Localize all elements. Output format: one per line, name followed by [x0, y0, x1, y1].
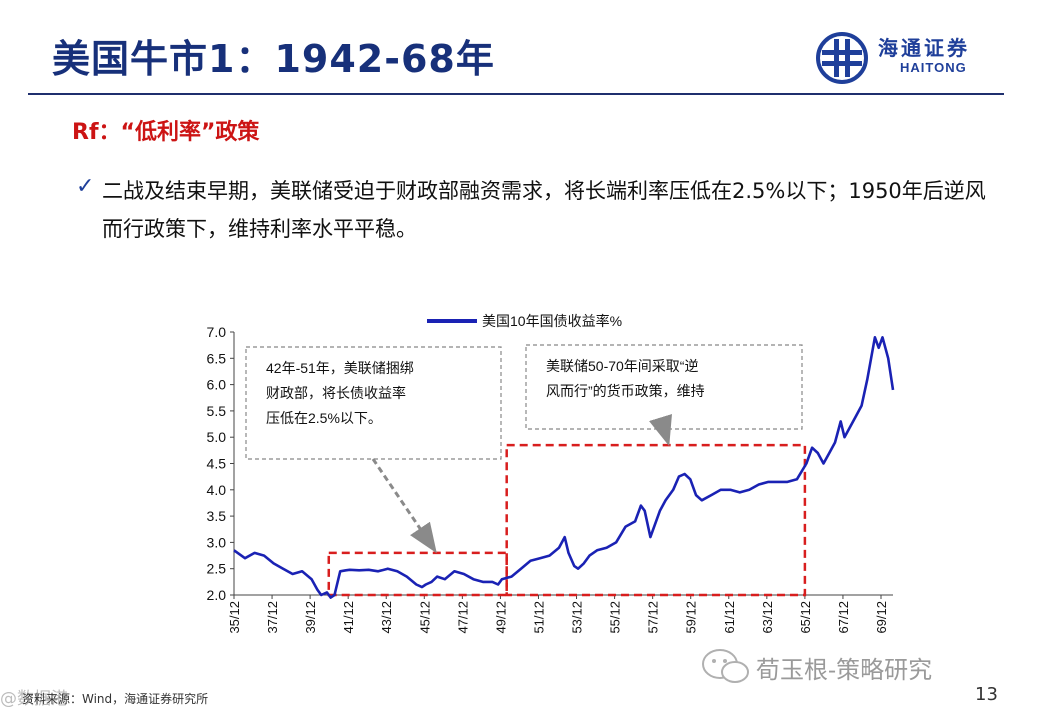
x-tick-label: 35/12: [227, 601, 242, 634]
x-tick-label: 57/12: [646, 601, 661, 634]
checkmark-icon: ✓: [76, 174, 95, 199]
x-tick-label: 51/12: [531, 601, 546, 634]
x-tick-label: 45/12: [417, 601, 432, 634]
y-tick-label: 5.5: [207, 403, 227, 419]
y-tick-label: 7.0: [207, 324, 227, 340]
wechat-watermark: 荀玉根-策略研究: [700, 646, 932, 686]
y-tick-label: 5.0: [207, 429, 227, 445]
y-tick-label: 2.5: [207, 561, 227, 577]
annotation-box-1: [245, 346, 502, 460]
logo-chinese-name: 海通证券: [878, 36, 970, 60]
bullet-text: 二战及结束早期，美联储受迫于财政部融资需求，将长端利率压低在2.5%以下；195…: [102, 179, 986, 241]
x-tick-label: 69/12: [874, 601, 889, 634]
y-tick-label: 4.0: [207, 482, 227, 498]
x-tick-label: 41/12: [341, 601, 356, 634]
x-tick-label: 67/12: [836, 601, 851, 634]
x-tick-label: 53/12: [570, 601, 585, 634]
haitong-logo: 海通证券 HAITONG: [814, 30, 1014, 86]
x-tick-label: 37/12: [265, 601, 280, 634]
y-tick-label: 6.5: [207, 350, 227, 366]
annotation-arrow-2: [649, 414, 672, 447]
page-number: 13: [975, 684, 998, 705]
x-tick-label: 49/12: [493, 601, 508, 634]
header-rule: [28, 93, 1004, 95]
y-tick-label: 3.5: [207, 508, 227, 524]
source-note: 资料来源：Wind，海通证券研究所: [22, 692, 209, 706]
x-tick-label: 39/12: [303, 601, 318, 634]
x-tick-label: 61/12: [722, 601, 737, 634]
highlight-box-1: [327, 551, 508, 597]
wechat-account-name: 荀玉根-策略研究: [756, 656, 933, 684]
x-tick-label: 65/12: [798, 601, 813, 634]
y-tick-label: 2.0: [207, 587, 227, 603]
section-subtitle: Rf：“低利率”政策: [72, 120, 260, 145]
annotation-text-1: 42年-51年，美联储捆绑: [266, 360, 414, 376]
annotation-text-1: 压低在2.5%以下。: [266, 410, 382, 426]
x-tick-label: 55/12: [608, 601, 623, 634]
x-tick-label: 59/12: [684, 601, 699, 634]
slide-title: 美国牛市1：1942-68年: [52, 37, 495, 81]
x-tick-label: 63/12: [760, 601, 775, 634]
logo-english-name: HAITONG: [900, 60, 967, 75]
yield-chart: 2.0 2.5 3.0 3.5 4.0 4.5 5.0 5.5 6.0 6.5 7.0 35/12 37…: [207, 313, 895, 634]
legend-label: 美国10年国债收益率%: [482, 313, 622, 329]
x-tick-label: 43/12: [379, 601, 394, 634]
y-tick-label: 6.0: [207, 377, 227, 393]
annotation-arrow-1: [371, 458, 437, 554]
y-tick-label: 4.5: [207, 456, 227, 472]
x-tick-label: 47/12: [455, 601, 470, 634]
series-line: [233, 335, 895, 599]
annotation-text-1: 财政部，将长债收益率: [266, 385, 406, 401]
annotation-text-2: 风而行”的货币政策，维持: [546, 383, 705, 399]
watermark-left: @数据港: [0, 689, 68, 709]
wechat-icon: [702, 649, 749, 683]
annotation-text-2: 美联储50-70年间采取“逆: [546, 358, 698, 374]
y-tick-label: 3.0: [207, 534, 227, 550]
haitong-logo-icon: [816, 32, 868, 84]
